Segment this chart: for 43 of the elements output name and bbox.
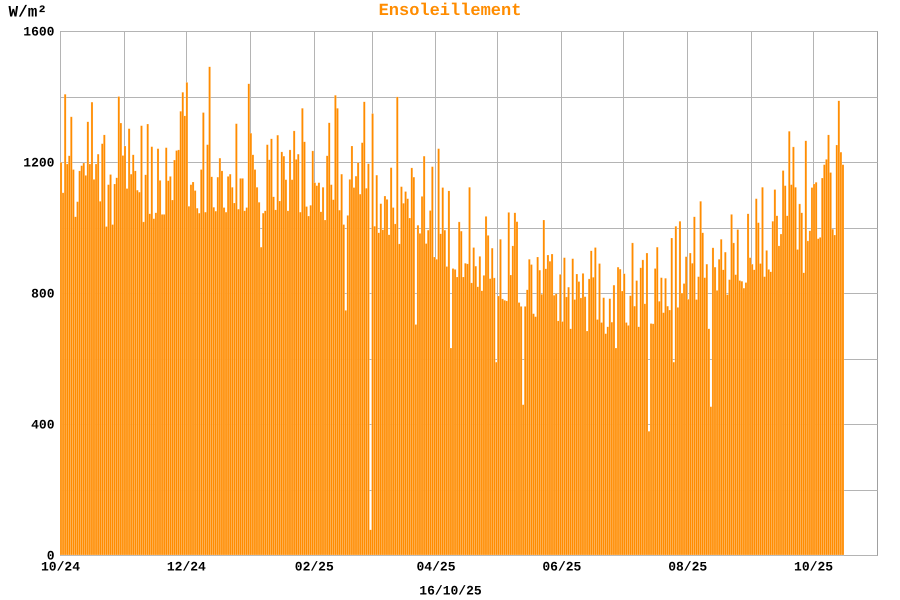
- y-tick-label: 400: [31, 418, 55, 432]
- bar: [192, 182, 194, 556]
- bar: [550, 254, 554, 556]
- chart-title: Ensoleillement: [378, 2, 522, 21]
- bar: [396, 96, 399, 556]
- x-tick-label: 08/25: [668, 560, 708, 574]
- bar: [499, 239, 502, 556]
- bar: [563, 257, 566, 556]
- bar: [646, 252, 648, 556]
- bar: [761, 187, 764, 556]
- x-tick-label: 10/24: [40, 560, 80, 574]
- bar: [371, 113, 374, 556]
- bar: [109, 174, 112, 556]
- bar: [594, 247, 597, 556]
- bar: [235, 124, 238, 556]
- y-axis-title: W/m²: [8, 4, 47, 22]
- bar: [431, 166, 434, 556]
- bar: [730, 214, 733, 556]
- x-tick-label: 12/24: [166, 560, 206, 574]
- bar: [437, 148, 440, 556]
- bar: [270, 138, 273, 556]
- bar: [746, 214, 750, 556]
- bar: [90, 102, 94, 556]
- x-axis-title: 16/10/25: [419, 584, 482, 598]
- bar: [468, 187, 471, 556]
- x-tick-label: 04/25: [416, 560, 456, 574]
- y-tick-label: 800: [31, 286, 55, 302]
- bar: [693, 216, 696, 556]
- bar: [804, 140, 808, 556]
- bar: [520, 306, 522, 556]
- bar: [678, 221, 682, 556]
- bar: [140, 126, 143, 556]
- x-tick-label: 10/25: [794, 560, 834, 574]
- x-tick-label: 06/25: [542, 560, 582, 574]
- bar: [186, 82, 188, 556]
- y-tick-label: 1200: [23, 156, 55, 170]
- bar: [631, 242, 634, 556]
- bar: [208, 66, 211, 556]
- bar: [699, 201, 702, 556]
- y-tick-label: 1600: [23, 24, 55, 40]
- bar: [448, 190, 450, 556]
- x-tick-label: 02/25: [294, 560, 334, 574]
- bar: [202, 112, 205, 556]
